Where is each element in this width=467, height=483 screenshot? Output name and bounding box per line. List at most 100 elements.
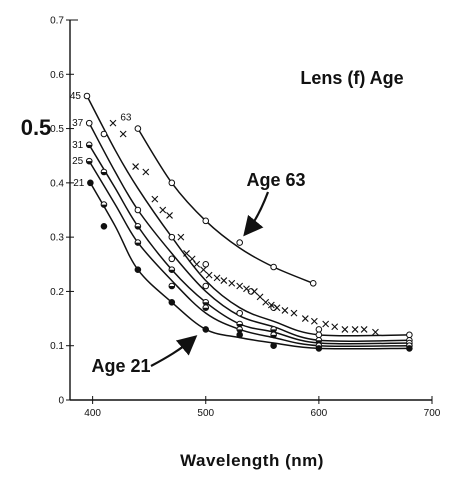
data-point-cross bbox=[281, 307, 289, 314]
cross-stroke bbox=[262, 298, 270, 306]
data-point-cross bbox=[200, 266, 207, 274]
cross-stroke bbox=[166, 212, 173, 219]
cross-stroke bbox=[151, 195, 159, 203]
data-point-cross bbox=[360, 326, 368, 333]
data-point-age-31 bbox=[315, 336, 323, 344]
data-point-age-25 bbox=[202, 304, 210, 312]
cross-stroke bbox=[205, 271, 213, 279]
x-axis-ticks: 400 500 600 700 bbox=[84, 396, 441, 419]
marker-fill bbox=[236, 324, 243, 327]
data-point-age-45 bbox=[315, 326, 323, 333]
data-point-age-63 bbox=[236, 239, 243, 246]
cross-stroke bbox=[236, 282, 244, 290]
x-axis-label: Wavelength (nm) bbox=[180, 451, 324, 470]
data-point-age-21 bbox=[87, 179, 94, 187]
data-point-cross bbox=[236, 282, 244, 290]
data-point-cross bbox=[177, 233, 185, 241]
cross-stroke bbox=[109, 119, 117, 127]
data-point-age-21 bbox=[406, 345, 413, 352]
cross-stroke bbox=[220, 277, 228, 284]
curve-label-age-25: 25 bbox=[72, 156, 84, 167]
data-point-age-37 bbox=[168, 255, 176, 263]
data-point-cross bbox=[267, 301, 275, 309]
data-point-cross bbox=[205, 271, 213, 279]
data-point-age-63 bbox=[309, 279, 317, 287]
marker-fill bbox=[270, 329, 277, 333]
data-point-cross bbox=[351, 326, 359, 333]
data-point-cross bbox=[228, 279, 236, 287]
curve-label-age-63: 63 bbox=[120, 113, 132, 124]
cross-stroke bbox=[331, 323, 339, 331]
annotation-age-63: Age 63 bbox=[246, 170, 305, 190]
marker-fill bbox=[86, 144, 93, 148]
marker-fill bbox=[86, 161, 93, 164]
data-point-age-37 bbox=[202, 282, 210, 290]
data-point-age-37 bbox=[236, 309, 243, 317]
annotation-age-21: Age 21 bbox=[91, 356, 150, 376]
x-tick-label: 600 bbox=[311, 408, 328, 419]
data-point-age-45 bbox=[83, 92, 91, 100]
cross-stroke bbox=[142, 168, 150, 176]
data-point-age-21 bbox=[270, 342, 277, 350]
x-tick-label: 700 bbox=[424, 408, 441, 419]
data-point-cross bbox=[290, 309, 298, 317]
data-point-age-25 bbox=[134, 239, 142, 246]
data-point-age-21 bbox=[315, 345, 323, 352]
data-point-age-25 bbox=[236, 326, 243, 333]
cross-stroke bbox=[310, 317, 318, 325]
x-tick-label: 500 bbox=[197, 408, 214, 419]
annotation-arrow-age-21 bbox=[150, 335, 198, 367]
curve-label-age-37: 37 bbox=[72, 118, 84, 129]
cross-stroke bbox=[372, 328, 379, 336]
marker-fill bbox=[101, 204, 107, 208]
data-point-cross bbox=[119, 130, 127, 138]
data-point-cross bbox=[193, 260, 201, 268]
data-point-age-25 bbox=[270, 331, 277, 339]
y-tick-label: 0.6 bbox=[50, 70, 64, 81]
y-tick-label: 0.2 bbox=[50, 287, 64, 298]
data-point-cross bbox=[188, 255, 196, 263]
cross-stroke bbox=[213, 274, 221, 282]
y-tick-label: 0.7 bbox=[50, 16, 64, 27]
data-point-age-25 bbox=[168, 282, 176, 290]
data-point-age-31 bbox=[270, 326, 277, 333]
data-point-cross bbox=[132, 163, 140, 170]
data-point-cross bbox=[341, 326, 349, 333]
y-tick-label-emphasis: 0.5 bbox=[21, 115, 52, 140]
data-point-cross bbox=[273, 304, 281, 312]
curve-label-age-31: 31 bbox=[72, 140, 84, 151]
data-point-age-37 bbox=[100, 130, 108, 138]
data-point-age-37 bbox=[85, 119, 93, 127]
data-point-cross bbox=[301, 315, 309, 322]
cross-stroke bbox=[256, 293, 264, 301]
data-point-age-21 bbox=[236, 331, 243, 339]
annotation-arrow-age-63 bbox=[243, 191, 270, 237]
cross-stroke bbox=[341, 326, 349, 333]
marker-fill bbox=[202, 307, 209, 311]
cross-stroke bbox=[183, 250, 190, 257]
cross-stroke bbox=[243, 285, 250, 293]
data-point-cross bbox=[372, 328, 379, 336]
cross-stroke bbox=[267, 301, 275, 309]
data-point-age-37 bbox=[315, 331, 323, 339]
data-point-age-21 bbox=[168, 298, 176, 306]
y-tick-label: 0.4 bbox=[50, 178, 64, 189]
y-axis-ticks: 0 0.1 0.2 0.3 0.4 0.5 0.6 0.7 bbox=[50, 16, 74, 407]
data-point-cross bbox=[142, 168, 150, 176]
marker-fill bbox=[135, 226, 141, 230]
cross-stroke bbox=[119, 130, 127, 138]
cross-stroke bbox=[351, 326, 359, 333]
y-tick-label: 0.3 bbox=[50, 233, 64, 244]
y-tick-label: 0.5 bbox=[50, 124, 64, 135]
marker-fill bbox=[202, 302, 209, 306]
cross-stroke bbox=[177, 233, 185, 241]
cross-stroke bbox=[290, 309, 298, 317]
cross-stroke bbox=[322, 320, 330, 328]
cross-stroke bbox=[132, 163, 140, 170]
data-point-age-63 bbox=[202, 217, 210, 225]
marker-fill bbox=[270, 334, 277, 338]
curve-age-25 bbox=[88, 160, 410, 348]
data-point-cross bbox=[213, 274, 221, 282]
data-point-age-45 bbox=[202, 260, 210, 268]
